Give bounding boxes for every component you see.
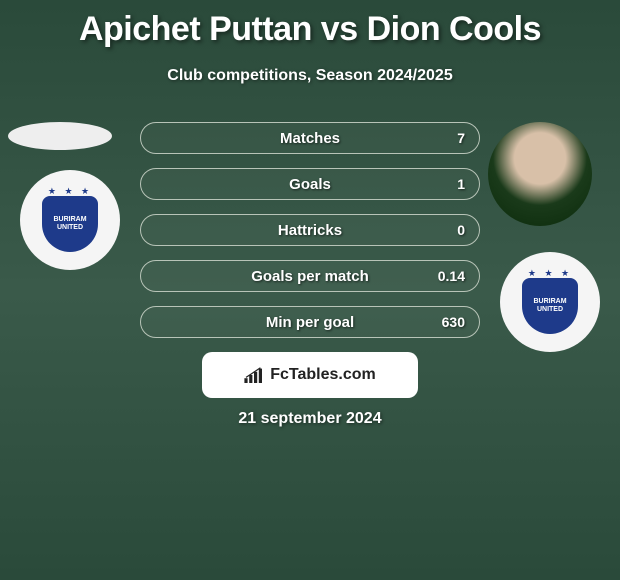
stat-row-min-per-goal: Min per goal 630 — [140, 306, 480, 338]
stat-value: 0.14 — [438, 268, 465, 284]
stat-row-goals: Goals 1 — [140, 168, 480, 200]
subtitle: Club competitions, Season 2024/2025 — [0, 67, 620, 85]
club-right-badge: ★ ★ ★ BURIRAM UNITED — [500, 252, 600, 352]
club-logo-right: ★ ★ ★ BURIRAM UNITED — [522, 270, 578, 334]
shield-icon: BURIRAM UNITED — [42, 196, 98, 252]
bars-icon — [244, 367, 264, 383]
club-logo-left: ★ ★ ★ BURIRAM UNITED — [42, 188, 98, 252]
stat-value: 630 — [442, 314, 465, 330]
brand-footer[interactable]: FcTables.com — [202, 352, 418, 398]
player-left-avatar — [8, 122, 112, 150]
stat-label: Goals per match — [251, 268, 369, 285]
stat-value: 0 — [457, 222, 465, 238]
date-text: 21 september 2024 — [0, 410, 620, 428]
club-left-badge: ★ ★ ★ BURIRAM UNITED — [20, 170, 120, 270]
stat-label: Hattricks — [278, 222, 342, 239]
stat-label: Matches — [280, 130, 340, 147]
player-right-avatar — [488, 122, 592, 226]
stats-container: Matches 7 Goals 1 Hattricks 0 Goals per … — [140, 122, 480, 352]
stat-value: 1 — [457, 176, 465, 192]
club-name-line1: BURIRAM — [53, 216, 86, 223]
club-name-line2: UNITED — [537, 306, 563, 313]
stat-row-hattricks: Hattricks 0 — [140, 214, 480, 246]
club-name-line1: BURIRAM — [533, 298, 566, 305]
page-title: Apichet Puttan vs Dion Cools — [0, 0, 620, 49]
shield-icon: BURIRAM UNITED — [522, 278, 578, 334]
stat-value: 7 — [457, 130, 465, 146]
stat-row-matches: Matches 7 — [140, 122, 480, 154]
stat-label: Goals — [289, 176, 331, 193]
brand-text: FcTables.com — [270, 366, 376, 384]
stat-label: Min per goal — [266, 314, 354, 331]
stat-row-goals-per-match: Goals per match 0.14 — [140, 260, 480, 292]
club-name-line2: UNITED — [57, 224, 83, 231]
